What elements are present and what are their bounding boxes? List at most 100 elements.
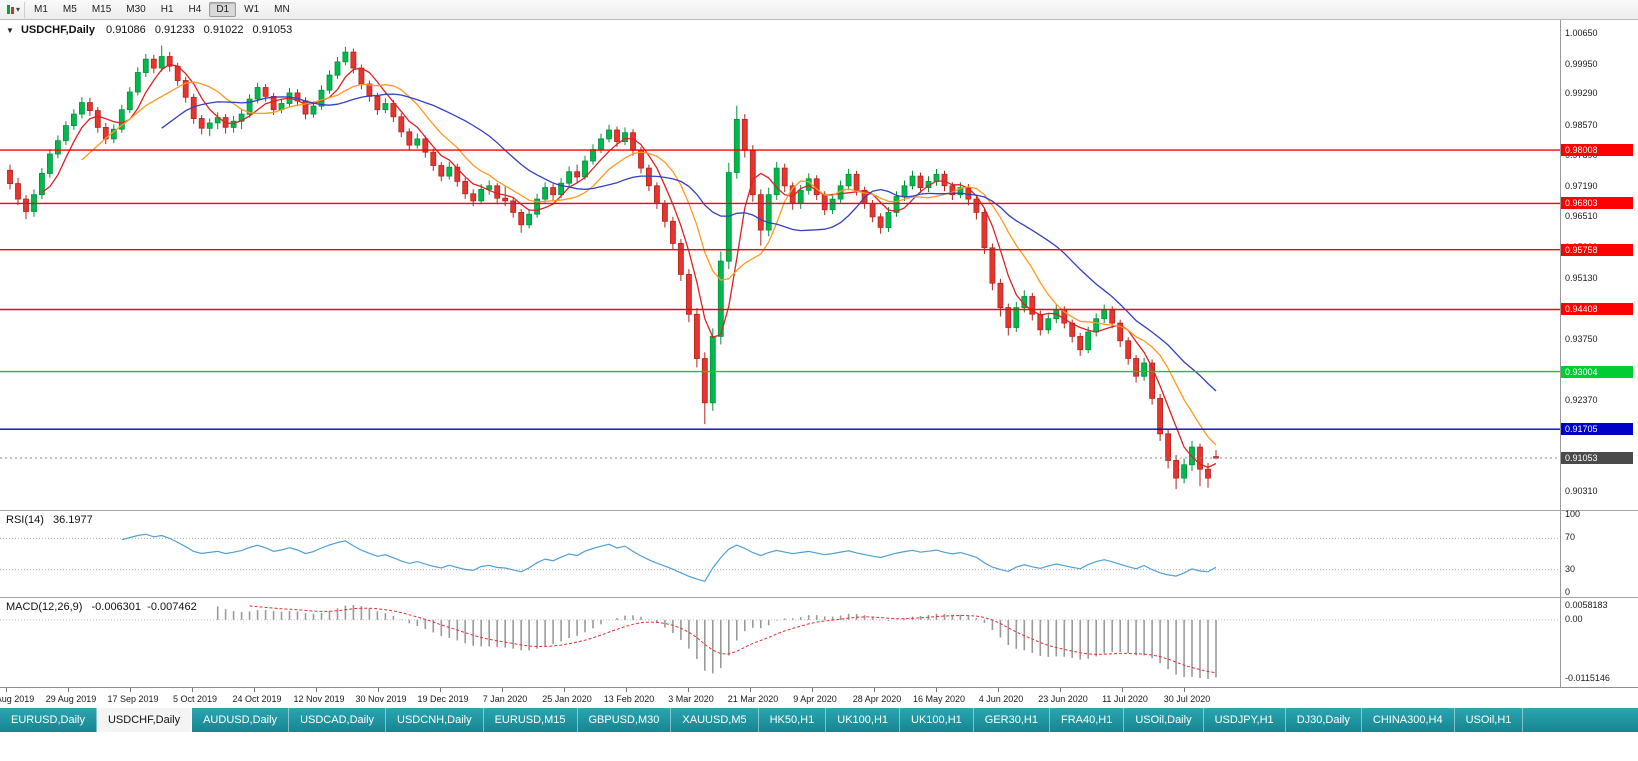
chart-tab-bar: EURUSD,Daily USDCHF,Daily AUDUSD,Daily USDC… (0, 708, 1638, 732)
quote-open: 0.91086 (106, 24, 146, 36)
candlestick-chart[interactable] (0, 20, 1638, 510)
chart-tab-xauusd-m5[interactable]: XAUUSD,M5 (671, 708, 759, 732)
date-axis-label: 29 Aug 2019 (45, 694, 97, 704)
timeframe-w1[interactable]: W1 (244, 4, 260, 15)
chart-tab-dj30-daily[interactable]: DJ30,Daily (1286, 708, 1362, 732)
price-axis-label: 0.97190 (1565, 181, 1598, 192)
date-axis-label: 30 Nov 2019 (355, 694, 407, 704)
date-tick (316, 688, 317, 692)
chart-tab-uk100-h1[interactable]: UK100,H1 (826, 708, 901, 732)
macd-name: MACD(12,26,9) (6, 601, 83, 613)
price-axis-label: 0.96510 (1565, 211, 1598, 222)
main-chart-panel[interactable]: ▼ USDCHF,Daily 0.91086 0.91233 0.91022 0… (0, 20, 1638, 510)
toolbar: ▾ M1 M5 M15 M30 H1 H4 D1 W1 MN (0, 0, 1638, 20)
chart-tab-usdcad-daily[interactable]: USDCAD,Daily (289, 708, 387, 732)
rsi-axis-label: 30 (1565, 563, 1576, 574)
chart-tab-usdcnh-daily[interactable]: USDCNH,Daily (386, 708, 484, 732)
date-axis-label: 13 Feb 2020 (603, 694, 655, 704)
timeframe-h4[interactable]: H4 (188, 4, 202, 15)
chart-tab-usdchf-daily[interactable]: USDCHF,Daily (96, 708, 193, 732)
chart-tab-ger30-h1[interactable]: GER30,H1 (974, 708, 1050, 732)
price-axis-label: 0.98570 (1565, 120, 1598, 131)
date-tick (688, 688, 689, 692)
price-tag: 0.95758 (1561, 243, 1633, 256)
date-axis-label: 7 Jan 2020 (482, 694, 528, 704)
date-tick (1122, 688, 1123, 692)
chart-type-dropdown[interactable]: ▾ (3, 1, 26, 19)
date-tick (626, 688, 627, 692)
macd-signal-line (249, 605, 1217, 674)
date-axis-label: 24 Oct 2019 (232, 694, 282, 704)
candles-group (7, 45, 1219, 490)
date-axis-label: 9 Apr 2020 (793, 694, 837, 704)
chart-tab-fra40-h1[interactable]: FRA40,H1 (1050, 708, 1125, 732)
timeframe-m30[interactable]: M30 (126, 4, 146, 15)
timeframe-h1[interactable]: H1 (160, 4, 174, 15)
ma-line-10 (81, 81, 1217, 446)
price-tag: 0.94408 (1561, 303, 1633, 316)
date-axis-label: 16 May 2020 (912, 694, 966, 704)
date-axis-label: 17 Sep 2019 (107, 694, 159, 704)
quote-close: 0.91053 (252, 24, 293, 36)
date-tick (750, 688, 751, 692)
rsi-chart[interactable] (0, 511, 1638, 597)
date-tick (130, 688, 131, 692)
date-tick (1060, 688, 1061, 692)
date-tick (812, 688, 813, 692)
chart-tab-eurusd-m15[interactable]: EURUSD,M15 (484, 708, 578, 732)
collapse-chart-icon[interactable]: ▼ (6, 26, 14, 35)
chart-tab-usoil-daily[interactable]: USOil,Daily (1124, 708, 1204, 732)
macd-signal-value: -0.007462 (147, 601, 197, 613)
price-axis-label: 0.92370 (1565, 394, 1598, 405)
macd-panel[interactable]: MACD(12,26,9) -0.006301 -0.007462 (0, 597, 1638, 687)
price-tag: 0.91705 (1561, 423, 1633, 436)
chart-tab-uk100-h1[interactable]: UK100,H1 (900, 708, 974, 732)
date-tick (1184, 688, 1185, 692)
macd-chart[interactable] (0, 598, 1638, 687)
date-tick (502, 688, 503, 692)
macd-axis-zero: 0.00 (1565, 613, 1583, 624)
chart-tab-china300-h4[interactable]: CHINA300,H4 (1362, 708, 1455, 732)
date-axis-label: 19 Dec 2019 (417, 694, 469, 704)
rsi-line (121, 533, 1217, 583)
date-tick (564, 688, 565, 692)
chart-tab-eurusd-daily[interactable]: EURUSD,Daily (0, 708, 97, 732)
date-axis-label: 12 Nov 2019 (293, 694, 345, 704)
price-axis-label: 1.00650 (1565, 28, 1598, 39)
current-price-tag: 0.91053 (1561, 452, 1633, 465)
macd-axis-min: -0.0115146 (1565, 673, 1610, 683)
rsi-name: RSI(14) (6, 514, 44, 526)
date-axis[interactable]: 10 Aug 2019 29 Aug 2019 17 Sep 2019 5 Oct 2… (0, 687, 1638, 708)
rsi-axis-label: 70 (1565, 532, 1576, 543)
date-tick (874, 688, 875, 692)
quote-high: 0.91233 (154, 24, 195, 36)
macd-axis-max: 0.0058183 (1565, 600, 1608, 610)
price-tag: 0.98008 (1561, 144, 1633, 157)
date-tick (440, 688, 441, 692)
rsi-label: RSI(14) 36.1977 (6, 514, 93, 526)
date-tick (254, 688, 255, 692)
timeframe-m15[interactable]: M15 (91, 4, 112, 15)
chart-tab-usoil-h1[interactable]: USOil,H1 (1455, 708, 1524, 732)
timeframe-m5[interactable]: M5 (62, 4, 77, 15)
price-tag: 0.93004 (1561, 365, 1633, 378)
price-axis-label: 0.93750 (1565, 333, 1598, 344)
chart-icon (7, 1, 15, 19)
date-tick (998, 688, 999, 692)
quote-low: 0.91022 (203, 24, 244, 36)
price-axis-label: 0.90310 (1565, 485, 1598, 496)
timeframe-mn[interactable]: MN (274, 4, 290, 15)
ma-line-5 (41, 63, 1217, 469)
chart-tab-audusd-daily[interactable]: AUDUSD,Daily (192, 708, 290, 732)
rsi-panel[interactable]: RSI(14) 36.1977 (0, 510, 1638, 597)
timeframe-m1[interactable]: M1 (34, 4, 48, 15)
timeframe-d1[interactable]: D1 (209, 2, 237, 17)
date-axis-label: 23 Jun 2020 (1038, 694, 1088, 704)
chart-tab-usdjpy-h1[interactable]: USDJPY,H1 (1204, 708, 1286, 732)
chart-tab-gbpusd-m30[interactable]: GBPUSD,M30 (578, 708, 672, 732)
date-tick (192, 688, 193, 692)
rsi-axis-label: 100 (1565, 509, 1581, 519)
date-axis-label: 3 Mar 2020 (668, 694, 714, 704)
date-tick (936, 688, 937, 692)
chart-tab-hk50-h1[interactable]: HK50,H1 (759, 708, 827, 732)
